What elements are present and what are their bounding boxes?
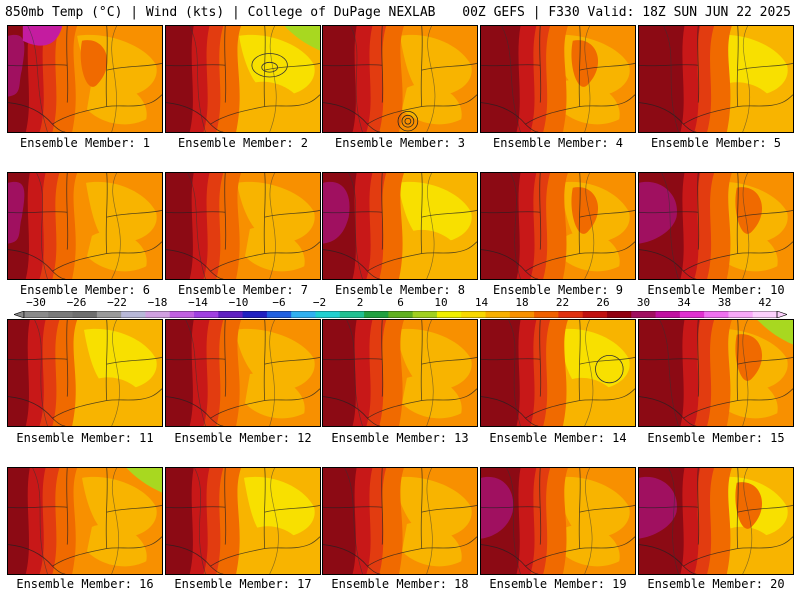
colorbar-arrow-high xyxy=(776,311,787,318)
colorbar-segment xyxy=(655,311,681,318)
colorbar-tick-label: 38 xyxy=(717,296,732,309)
member-map-1 xyxy=(7,25,163,133)
member-label-11: Ensemble Member: 11 xyxy=(16,431,154,445)
colorbar-segment xyxy=(582,311,608,318)
colorbar-segment xyxy=(194,311,219,318)
colorbar-segment xyxy=(24,311,49,318)
colorbar-segment xyxy=(48,311,74,318)
member-label-12: Ensemble Member: 12 xyxy=(174,431,312,445)
member-label-4: Ensemble Member: 4 xyxy=(492,136,624,150)
member-map-20 xyxy=(638,467,794,575)
colorbar-tick-label: 18 xyxy=(515,296,529,309)
member-map-10 xyxy=(638,172,794,280)
colorbar-segment xyxy=(266,311,292,318)
colorbar-tick-label: −6 xyxy=(272,296,286,309)
member-label-18: Ensemble Member: 18 xyxy=(331,577,469,591)
colorbar-segment xyxy=(728,311,754,318)
member-label-5: Ensemble Member: 5 xyxy=(650,136,782,150)
colorbar-tick-label: −2 xyxy=(312,296,327,309)
colorbar-tick-label: −22 xyxy=(107,296,127,309)
member-label-13: Ensemble Member: 13 xyxy=(331,431,469,445)
member-map-11 xyxy=(7,319,163,427)
member-map-14 xyxy=(480,319,636,427)
colorbar-arrow-low xyxy=(14,311,25,318)
member-map-3 xyxy=(322,25,478,133)
colorbar-segment xyxy=(339,311,365,318)
colorbar-tick-label: 6 xyxy=(397,296,404,309)
colorbar-segment xyxy=(436,311,462,318)
member-label-17: Ensemble Member: 17 xyxy=(174,577,312,591)
colorbar-segment xyxy=(752,311,778,318)
run-valid-time: 00Z GEFS | F330 Valid: 18Z SUN JUN 22 20… xyxy=(462,5,791,20)
colorbar-segment xyxy=(388,311,414,318)
member-map-2 xyxy=(165,25,321,133)
member-label-10: Ensemble Member: 10 xyxy=(647,283,785,297)
colorbar-tick-label: −30 xyxy=(26,296,46,309)
member-map-7 xyxy=(165,172,321,280)
member-map-16 xyxy=(7,467,163,575)
colorbar-segment xyxy=(606,311,632,318)
colorbar-tick-label: 22 xyxy=(555,296,570,309)
colorbar-tick-label: −14 xyxy=(188,296,208,309)
colorbar-segment xyxy=(364,311,389,318)
colorbar-tick-label: 26 xyxy=(596,296,610,309)
colorbar-segment xyxy=(412,311,438,318)
member-label-20: Ensemble Member: 20 xyxy=(647,577,785,591)
colorbar-segment xyxy=(534,311,559,318)
colorbar-segment xyxy=(558,311,584,318)
colorbar-segment xyxy=(72,311,98,318)
member-label-16: Ensemble Member: 16 xyxy=(16,577,154,591)
colorbar-segment xyxy=(121,311,146,318)
colorbar xyxy=(14,311,787,318)
colorbar-tick-label: −18 xyxy=(147,296,168,309)
member-map-6 xyxy=(7,172,163,280)
member-map-8 xyxy=(322,172,478,280)
member-map-18 xyxy=(322,467,478,575)
colorbar-tick-label: 30 xyxy=(636,296,651,309)
member-map-4 xyxy=(480,25,636,133)
member-label-1: Ensemble Member: 1 xyxy=(19,136,151,150)
member-map-12 xyxy=(165,319,321,427)
colorbar-segment xyxy=(242,311,268,318)
colorbar-segment xyxy=(96,311,122,318)
member-label-15: Ensemble Member: 15 xyxy=(647,431,785,445)
member-map-5 xyxy=(638,25,794,133)
member-label-19: Ensemble Member: 19 xyxy=(489,577,627,591)
member-label-9: Ensemble Member: 9 xyxy=(492,283,624,297)
member-label-14: Ensemble Member: 14 xyxy=(489,431,627,445)
member-map-17 xyxy=(165,467,321,575)
colorbar-segment xyxy=(291,311,316,318)
colorbar-segment xyxy=(679,311,705,318)
colorbar-segment xyxy=(485,311,511,318)
member-label-8: Ensemble Member: 8 xyxy=(334,283,466,297)
colorbar-segment xyxy=(704,311,729,318)
colorbar-segment xyxy=(509,311,535,318)
member-label-6: Ensemble Member: 6 xyxy=(19,283,151,297)
member-label-3: Ensemble Member: 3 xyxy=(334,136,466,150)
colorbar-tick-label: −10 xyxy=(228,296,249,309)
member-map-13 xyxy=(322,319,478,427)
colorbar-segment xyxy=(631,311,657,318)
colorbar-segment xyxy=(145,311,171,318)
colorbar-segment xyxy=(169,311,195,318)
colorbar-segment xyxy=(461,311,487,318)
colorbar-tick-label: −26 xyxy=(66,296,87,309)
colorbar-labels: −30 −26 −22 −18 −14 −10 −6 −2 2 6 10 14 18 22 26 30 34 38… xyxy=(0,297,800,310)
member-map-9 xyxy=(480,172,636,280)
member-label-7: Ensemble Member: 7 xyxy=(177,283,309,297)
colorbar-tick-label: 42 xyxy=(758,296,772,309)
colorbar-segment xyxy=(315,311,341,318)
colorbar-tick-label: 2 xyxy=(356,296,364,309)
colorbar-tick-label: 10 xyxy=(434,296,448,309)
colorbar-tick-label: 14 xyxy=(474,296,489,309)
colorbar-tick-label: 34 xyxy=(677,296,691,309)
colorbar-segment xyxy=(218,311,244,318)
member-label-2: Ensemble Member: 2 xyxy=(177,136,309,150)
member-map-19 xyxy=(480,467,636,575)
member-map-15 xyxy=(638,319,794,427)
map-title: 850mb Temp (°C) | Wind (kts) | College o… xyxy=(5,5,436,20)
